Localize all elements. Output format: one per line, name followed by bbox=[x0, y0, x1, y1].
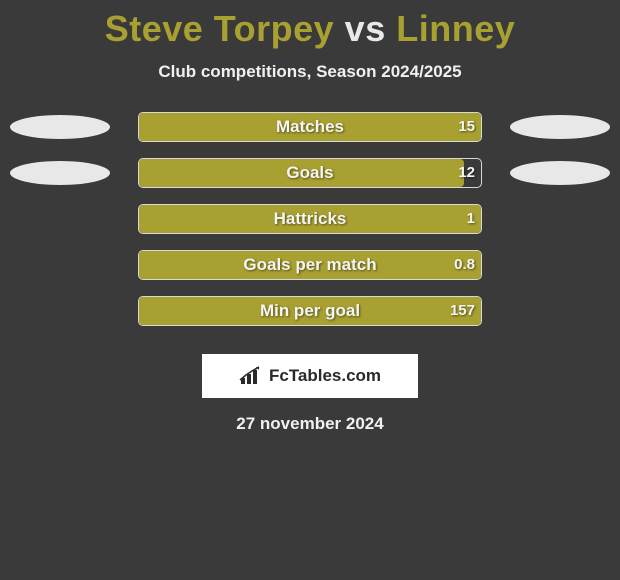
bar-value: 0.8 bbox=[454, 250, 475, 280]
vs-text: vs bbox=[345, 8, 386, 49]
bar-value: 15 bbox=[458, 112, 475, 142]
bar-value: 1 bbox=[467, 204, 475, 234]
stat-row: Goals per match0.8 bbox=[0, 250, 620, 296]
player1-name: Steve Torpey bbox=[105, 8, 334, 49]
comparison-title: Steve Torpey vs Linney bbox=[0, 0, 620, 50]
date-text: 27 november 2024 bbox=[0, 414, 620, 434]
logo-text: FcTables.com bbox=[269, 366, 381, 386]
bar-chart-icon bbox=[239, 366, 263, 386]
bar-label: Matches bbox=[138, 112, 482, 142]
player-marker-right bbox=[510, 161, 610, 185]
stat-row: Min per goal157 bbox=[0, 296, 620, 342]
player2-name: Linney bbox=[396, 8, 515, 49]
bar-value: 157 bbox=[450, 296, 475, 326]
player-marker-right bbox=[510, 115, 610, 139]
bar-label: Goals bbox=[138, 158, 482, 188]
logo-box: FcTables.com bbox=[202, 354, 418, 398]
stat-row: Goals12 bbox=[0, 158, 620, 204]
bar-label: Hattricks bbox=[138, 204, 482, 234]
bar-label: Goals per match bbox=[138, 250, 482, 280]
player-marker-left bbox=[10, 161, 110, 185]
player-marker-left bbox=[10, 115, 110, 139]
bar-value: 12 bbox=[458, 158, 475, 188]
subtitle: Club competitions, Season 2024/2025 bbox=[0, 62, 620, 82]
stats-chart: Matches15Goals12Hattricks1Goals per matc… bbox=[0, 112, 620, 342]
stat-row: Matches15 bbox=[0, 112, 620, 158]
bar-label: Min per goal bbox=[138, 296, 482, 326]
stat-row: Hattricks1 bbox=[0, 204, 620, 250]
